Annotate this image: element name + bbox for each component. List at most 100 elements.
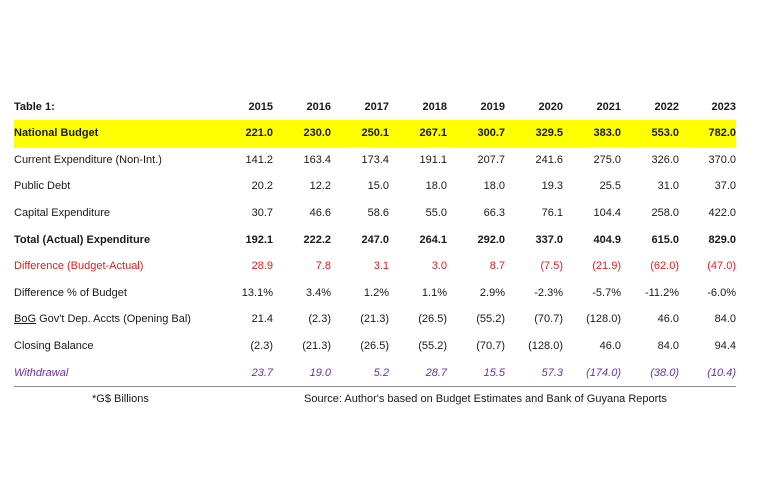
cell-value: 23.7 [215, 359, 273, 387]
row-label: Capital Expenditure [14, 200, 215, 227]
cell-value: (128.0) [586, 313, 621, 326]
cell-value: 58.6 [367, 207, 389, 220]
row-label: Difference (Budget-Actual) [14, 253, 215, 280]
cell-value: 422.0 [708, 207, 736, 220]
cell-value: 28.7 [389, 359, 447, 387]
cell-value: (2.3) [250, 340, 273, 353]
table-row: BoG Gov't Dep. Accts (Opening Bal) 21.4 (2… [14, 306, 736, 333]
cell-value: 1.2% [363, 286, 389, 299]
cell-value: (38.0) [621, 359, 679, 387]
cell-value: (55.2) [418, 340, 447, 353]
cell-value: -5.7% [592, 286, 621, 299]
cell-value: 55.0 [425, 207, 447, 220]
year-header: 2015 [248, 101, 273, 113]
cell-value: 15.5 [447, 359, 505, 387]
cell-value: 553.0 [621, 120, 679, 147]
cell-value: (47.0) [707, 260, 736, 273]
row-label-text: Current Expenditure (Non-Int.) [14, 153, 162, 166]
cell-value: 3.1 [373, 260, 389, 273]
cell-value: 84.0 [657, 340, 679, 353]
table-row: National Budget 221.0 230.0 250.1 267.1 300.7… [14, 120, 736, 147]
cell-value: (128.0) [528, 340, 563, 353]
table-row: Capital Expenditure 30.7 46.6 58.6 55.0 66.3 7… [14, 200, 736, 227]
cell-value: (174.0) [563, 359, 621, 387]
row-label: National Budget [14, 120, 215, 147]
cell-value: (26.5) [360, 340, 389, 353]
cell-value: 615.0 [651, 233, 679, 246]
cell-value: 46.0 [599, 340, 621, 353]
cell-value: 57.3 [505, 359, 563, 387]
cell-value: 8.7 [489, 260, 505, 273]
cell-value: 383.0 [563, 120, 621, 147]
cell-value: 192.1 [245, 233, 273, 246]
table-row: Withdrawal 23.7 19.0 5.2 28.7 15.5 57.3 (174.0)… [14, 359, 736, 387]
cell-value: 163.4 [303, 153, 331, 166]
cell-value: 275.0 [593, 153, 621, 166]
cell-value: 370.0 [708, 153, 736, 166]
row-label: Closing Balance [14, 333, 215, 360]
cell-value: 18.0 [425, 180, 447, 193]
year-header: 2017 [364, 101, 389, 113]
row-label: Public Debt [14, 173, 215, 200]
year-header: 2021 [596, 101, 621, 113]
cell-value: 28.9 [251, 260, 273, 273]
cell-value: 15.0 [367, 180, 389, 193]
cell-value: 221.0 [215, 120, 273, 147]
year-header: 2020 [538, 101, 563, 113]
cell-value: 13.1% [241, 286, 273, 299]
row-label-text: National Budget [14, 127, 99, 140]
year-header: 2023 [711, 101, 736, 113]
cell-value: 5.2 [331, 359, 389, 387]
cell-value: (21.3) [360, 313, 389, 326]
source-note: Source: Author's based on Budget Estimat… [304, 392, 667, 405]
row-label-text: Gov't Dep. Accts (Opening Bal) [36, 313, 191, 326]
cell-value: 84.0 [714, 313, 736, 326]
row-label-abbrev: BoG [14, 313, 37, 326]
cell-value: 300.7 [447, 120, 505, 147]
cell-value: 258.0 [651, 207, 679, 220]
table-row: Closing Balance (2.3) (21.3) (26.5) (55.2) (7… [14, 333, 736, 360]
cell-value: 3.0 [431, 260, 447, 273]
row-label: Difference % of Budget [14, 280, 215, 307]
table-row: Total (Actual) Expenditure 192.1 222.2 247.… [14, 226, 736, 253]
cell-value: 3.4% [305, 286, 331, 299]
cell-value: 2.9% [479, 286, 505, 299]
cell-value: 267.1 [389, 120, 447, 147]
table-footer: *G$ Billions Source: Author's based on B… [14, 393, 736, 409]
cell-value: (10.4) [679, 359, 736, 387]
cell-value: 21.4 [251, 313, 273, 326]
table-row: Current Expenditure (Non-Int.) 141.2 163.4… [14, 147, 736, 174]
row-label-text: Total (Actual) Expenditure [14, 233, 151, 246]
cell-value: (26.5) [418, 313, 447, 326]
row-label-text: Closing Balance [14, 340, 94, 353]
row-label-text: Difference % of Budget [14, 286, 127, 299]
cell-value: 25.5 [599, 180, 621, 193]
cell-value: 19.3 [541, 180, 563, 193]
cell-value: (21.3) [302, 340, 331, 353]
budget-table-document: Table 1: 2015 2016 2017 2018 2019 2020 2… [14, 94, 736, 409]
table-header-row: Table 1: 2015 2016 2017 2018 2019 2020 2… [14, 94, 736, 120]
cell-value: 207.7 [477, 153, 505, 166]
cell-value: 18.0 [483, 180, 505, 193]
cell-value: 404.9 [593, 233, 621, 246]
cell-value: 31.0 [657, 180, 679, 193]
cell-value: 329.5 [505, 120, 563, 147]
cell-value: 191.1 [419, 153, 447, 166]
cell-value: 264.1 [419, 233, 447, 246]
cell-value: (55.2) [476, 313, 505, 326]
year-header: 2016 [306, 101, 331, 113]
cell-value: (70.7) [534, 313, 563, 326]
cell-value: (62.0) [650, 260, 679, 273]
cell-value: 76.1 [541, 207, 563, 220]
year-header: 2022 [654, 101, 679, 113]
row-label: Withdrawal [14, 359, 215, 387]
cell-value: 104.4 [593, 207, 621, 220]
cell-value: 46.0 [657, 313, 679, 326]
row-label: Current Expenditure (Non-Int.) [14, 147, 215, 174]
row-label-text: Difference (Budget-Actual) [14, 260, 144, 273]
cell-value: 326.0 [651, 153, 679, 166]
cell-value: 30.7 [251, 207, 273, 220]
cell-value: 292.0 [477, 233, 505, 246]
cell-value: 230.0 [273, 120, 331, 147]
cell-value: 829.0 [708, 233, 736, 246]
